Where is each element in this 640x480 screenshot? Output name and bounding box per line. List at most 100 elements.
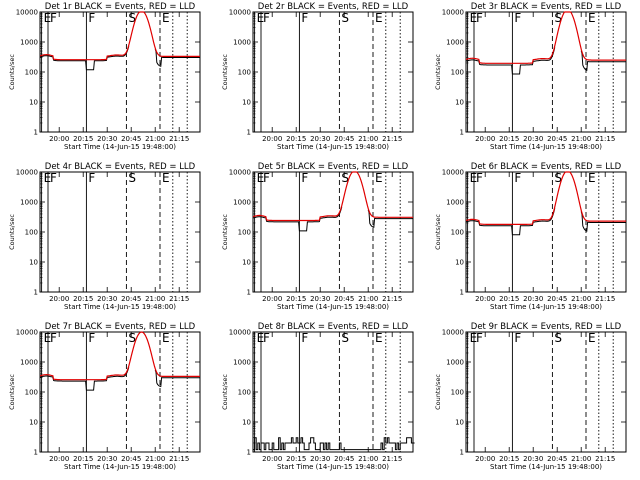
x-tick-label: 20:00	[49, 455, 69, 463]
plot-frame	[252, 331, 414, 453]
event-marker-label: F	[263, 171, 270, 185]
event-marker-label: E	[588, 331, 596, 345]
series-line-events	[252, 206, 413, 232]
x-axis-label: Start Time (14-Jun-15 19:48:00)	[490, 303, 602, 311]
y-tick-label: 10	[455, 419, 464, 427]
event-marker-label: F	[263, 331, 270, 345]
x-tick-label: 20:15	[286, 135, 306, 143]
y-tick-label: 10	[242, 259, 251, 267]
event-marker-label: E	[162, 11, 170, 25]
x-tick-label: 21:00	[358, 455, 378, 463]
event-marker-label: E	[44, 171, 52, 185]
x-tick-label: 20:45	[121, 295, 141, 303]
x-tick-label: 20:00	[475, 455, 495, 463]
y-tick-label: 10000	[229, 9, 251, 17]
x-tick-label: 21:15	[169, 135, 189, 143]
x-tick-label: 20:00	[262, 135, 282, 143]
plot-frame	[39, 331, 201, 453]
x-tick-label: 20:00	[49, 135, 69, 143]
chart-panel: Det 5r BLACK = Events, RED = LLD 1 10 100 10…	[221, 162, 414, 311]
event-marker-label: E	[470, 171, 478, 185]
y-axis-label: Counts/sec	[8, 214, 16, 250]
x-axis-label: Start Time (14-Jun-15 19:48:00)	[277, 463, 389, 471]
plot-frame	[465, 11, 627, 133]
x-tick-label: 20:00	[475, 295, 495, 303]
x-tick-label: 20:30	[97, 295, 117, 303]
event-marker-label: F	[476, 171, 483, 185]
y-axis-label: Counts/sec	[434, 54, 442, 90]
x-tick-label: 21:15	[382, 295, 402, 303]
x-tick-label: 20:30	[523, 295, 543, 303]
y-tick-label: 1	[460, 129, 464, 137]
y-axis-label: Counts/sec	[221, 374, 229, 410]
y-tick-label: 10	[242, 99, 251, 107]
x-tick-label: 20:30	[310, 295, 330, 303]
y-tick-label: 1	[247, 289, 251, 297]
x-axis-label: Start Time (14-Jun-15 19:48:00)	[490, 463, 602, 471]
event-marker-label: E	[257, 171, 265, 185]
y-tick-label: 10	[242, 419, 251, 427]
series-line-lld	[465, 171, 626, 225]
y-tick-label: 1000	[446, 199, 464, 207]
x-tick-label: 20:30	[310, 455, 330, 463]
y-tick-label: 10	[455, 259, 464, 267]
x-tick-label: 20:30	[523, 455, 543, 463]
chart-panel: Det 3r BLACK = Events, RED = LLD 1 10 100 10…	[434, 2, 627, 151]
y-axis-label: Counts/sec	[221, 54, 229, 90]
x-tick-label: 21:15	[169, 455, 189, 463]
event-marker-label: E	[44, 11, 52, 25]
chart-panel: Det 6r BLACK = Events, RED = LLD 1 10 100 10…	[434, 162, 627, 311]
event-marker-label: F	[301, 11, 308, 25]
x-tick-label: 20:45	[334, 295, 354, 303]
chart-panel: Det 1r BLACK = Events, RED = LLD 1 10 100 10…	[8, 2, 201, 151]
y-tick-label: 1000	[20, 39, 38, 47]
x-tick-label: 20:15	[499, 135, 519, 143]
event-marker-label: F	[88, 11, 95, 25]
y-tick-label: 100	[25, 229, 38, 237]
y-tick-label: 10000	[16, 169, 38, 177]
event-marker-label: F	[263, 11, 270, 25]
y-tick-label: 1	[247, 449, 251, 457]
event-marker-label: S	[128, 171, 136, 185]
y-axis-label: Counts/sec	[434, 374, 442, 410]
y-tick-label: 100	[451, 69, 464, 77]
panel-title: Det 4r BLACK = Events, RED = LLD	[45, 162, 196, 172]
series-line-lld	[252, 171, 413, 222]
plot-frame	[465, 331, 627, 453]
plot-frame	[252, 11, 414, 133]
y-tick-label: 1000	[20, 359, 38, 367]
panel-title: Det 3r BLACK = Events, RED = LLD	[471, 2, 622, 12]
x-tick-label: 20:45	[121, 135, 141, 143]
event-marker-label: F	[476, 331, 483, 345]
event-marker-label: E	[375, 331, 383, 345]
y-tick-label: 1	[247, 129, 251, 137]
chart-panel: Det 8r BLACK = Events, RED = LLD 1 10 100 10…	[221, 322, 415, 471]
x-axis-label: Start Time (14-Jun-15 19:48:00)	[64, 143, 176, 151]
panel-title: Det 5r BLACK = Events, RED = LLD	[258, 162, 409, 172]
y-axis-label: Counts/sec	[434, 214, 442, 250]
y-tick-label: 100	[238, 229, 251, 237]
y-tick-label: 100	[451, 389, 464, 397]
x-tick-label: 21:00	[571, 455, 591, 463]
y-tick-label: 1	[34, 129, 38, 137]
x-tick-label: 20:15	[73, 295, 93, 303]
event-marker-label: E	[162, 331, 170, 345]
y-axis-label: Counts/sec	[8, 374, 16, 410]
y-tick-label: 100	[25, 389, 38, 397]
panel-title: Det 8r BLACK = Events, RED = LLD	[258, 322, 409, 332]
panel-title: Det 6r BLACK = Events, RED = LLD	[471, 162, 622, 172]
event-marker-label: S	[554, 171, 562, 185]
x-tick-label: 20:15	[73, 135, 93, 143]
event-marker-label: F	[514, 171, 521, 185]
x-tick-label: 20:30	[310, 135, 330, 143]
x-tick-label: 20:45	[121, 455, 141, 463]
event-marker-label: F	[50, 171, 57, 185]
x-tick-label: 21:00	[571, 135, 591, 143]
event-marker-label: E	[257, 11, 265, 25]
event-marker-label: E	[588, 171, 596, 185]
event-marker-label: S	[128, 331, 136, 345]
plot-frame	[465, 171, 627, 293]
event-marker-label: F	[301, 331, 308, 345]
panel-title: Det 2r BLACK = Events, RED = LLD	[258, 2, 409, 12]
x-tick-label: 20:00	[262, 455, 282, 463]
